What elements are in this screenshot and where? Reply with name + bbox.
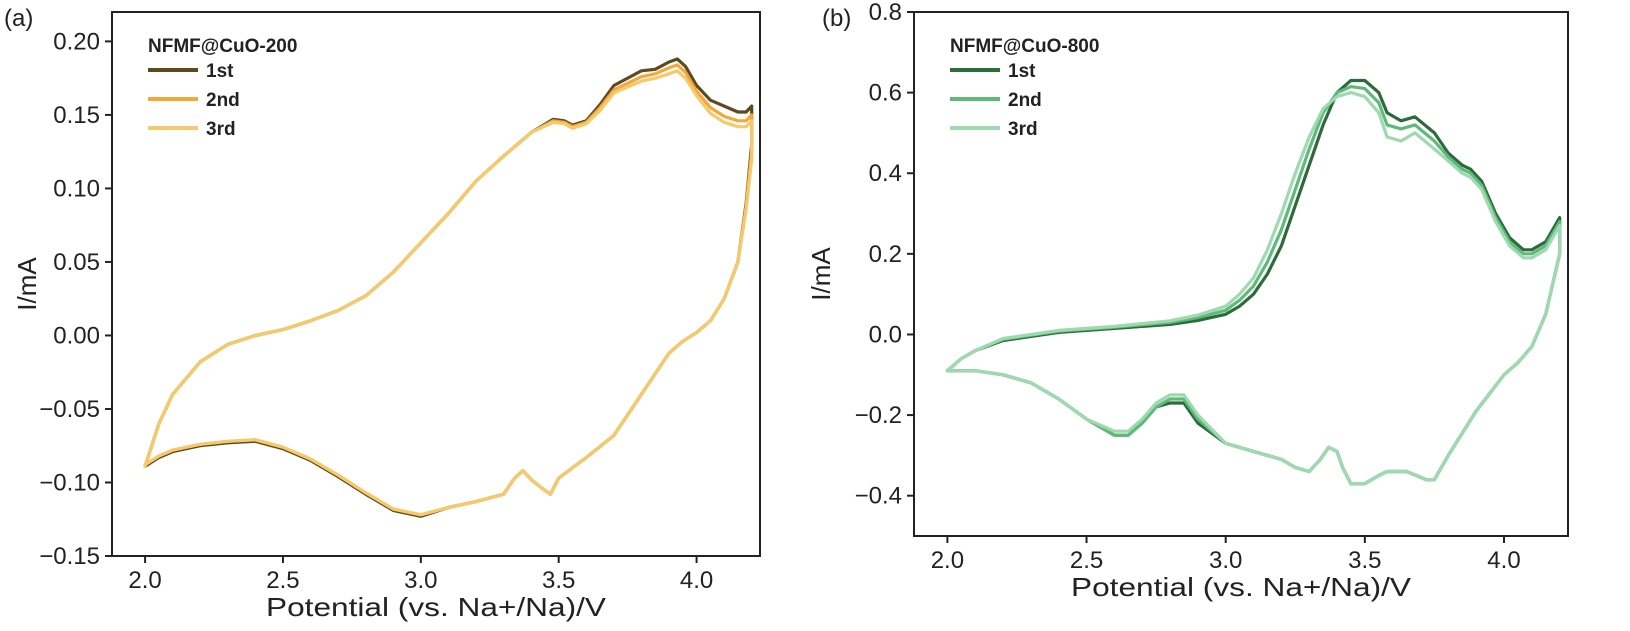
panel-b-legend-title: NFMF@CuO-800: [950, 36, 1099, 57]
panel-a: (a) 2.0 2.5 3.0 3.5 4.0 −0.15 −0.10 −0.05 0.00 0…: [4, 5, 761, 622]
panel-a-series-1st-line: [143, 57, 754, 518]
panel-b-x-tick-label: 3.0: [1209, 547, 1242, 574]
panel-a-y-tick-label: 0.10: [53, 175, 100, 202]
panel-b-series-layer: [945, 78, 1562, 486]
panel-b-y-tick-label: 0.0: [869, 321, 902, 348]
panel-a-x-tick-label: 3.5: [542, 567, 575, 594]
panel-b-legend-label-2nd: 2nd: [1008, 90, 1042, 111]
panel-a-y-tick-label: −0.05: [39, 396, 100, 423]
panel-a-legend-label-1st: 1st: [206, 61, 234, 82]
panel-a-y-tick-label: 0.05: [53, 249, 100, 276]
panel-a-y-tick-label: 0.15: [53, 102, 100, 129]
panel-a-label: (a): [4, 5, 33, 32]
panel-b-x-tick-label: 2.5: [1070, 547, 1103, 574]
panel-a-x-axis-title: Potential (vs. Na+/Na)/V: [266, 592, 607, 622]
panel-b-x-tick-label: 3.5: [1348, 547, 1381, 574]
panel-a-y-tick-label: 0.20: [53, 28, 100, 55]
panel-a-x-tick-label: 2.5: [266, 567, 299, 594]
panel-a-x-tick-label: 2.0: [128, 567, 161, 594]
panel-b-x-axis-title: Potential (vs. Na+/Na)/V: [1071, 572, 1412, 602]
panel-b-y-tick-label: 0.6: [869, 80, 902, 107]
panel-a-x-tick-label: 3.0: [404, 567, 437, 594]
panel-b-legend-label-3rd: 3rd: [1008, 119, 1038, 140]
panel-b-y-tick-label: −0.4: [855, 483, 902, 510]
panel-a-series-3rd-line: [143, 69, 754, 517]
panel-a-y-axis-title: I/mA: [12, 257, 42, 311]
panel-a-x-tick-label: 4.0: [680, 567, 713, 594]
panel-a-legend-title: NFMF@CuO-200: [148, 36, 297, 57]
panel-b-plot-frame: [913, 11, 1569, 537]
panel-b-y-ticks: −0.4 −0.2 0.0 0.2 0.4 0.6 0.8: [855, 0, 914, 510]
panel-b-y-tick-label: −0.2: [855, 402, 902, 429]
panel-b-x-tick-label: 2.0: [931, 547, 964, 574]
panel-a-y-tick-label: 0.00: [53, 322, 100, 349]
panel-b-y-axis-title: I/mA: [806, 247, 836, 301]
panel-a-legend: NFMF@CuO-200 1st 2nd 3rd: [148, 36, 297, 140]
panel-b-y-tick-label: 0.8: [869, 0, 902, 26]
panel-b-y-tick-label: 0.2: [869, 241, 902, 268]
panel-b-label: (b): [822, 5, 851, 32]
panel-a-y-tick-label: −0.15: [39, 543, 100, 570]
panel-b-series-3rd-line: [945, 90, 1562, 486]
panel-b-x-tick-label: 4.0: [1487, 547, 1520, 574]
panel-a-legend-label-2nd: 2nd: [206, 90, 240, 111]
panel-b-legend-label-1st: 1st: [1008, 61, 1036, 82]
panel-a-x-ticks: 2.0 2.5 3.0 3.5 4.0: [128, 556, 713, 594]
panel-a-plot-frame: [111, 11, 761, 557]
panel-a-y-tick-label: −0.10: [39, 469, 100, 496]
panel-a-y-ticks: −0.15 −0.10 −0.05 0.00 0.05 0.10 0.15 0.20: [39, 28, 112, 570]
panel-a-legend-label-3rd: 3rd: [206, 119, 236, 140]
panel-b-y-tick-label: 0.4: [869, 160, 902, 187]
panel-b-legend: NFMF@CuO-800 1st 2nd 3rd: [950, 36, 1099, 140]
panel-a-series-2nd-line: [143, 63, 754, 517]
panel-b: (b) 2.0 2.5 3.0 3.5 4.0 −0.4 −0.2 0.0 0.2 0.4 0.6…: [806, 0, 1569, 602]
panel-a-series-layer: [143, 57, 754, 518]
panel-b-x-ticks: 2.0 2.5 3.0 3.5 4.0: [931, 536, 1521, 574]
